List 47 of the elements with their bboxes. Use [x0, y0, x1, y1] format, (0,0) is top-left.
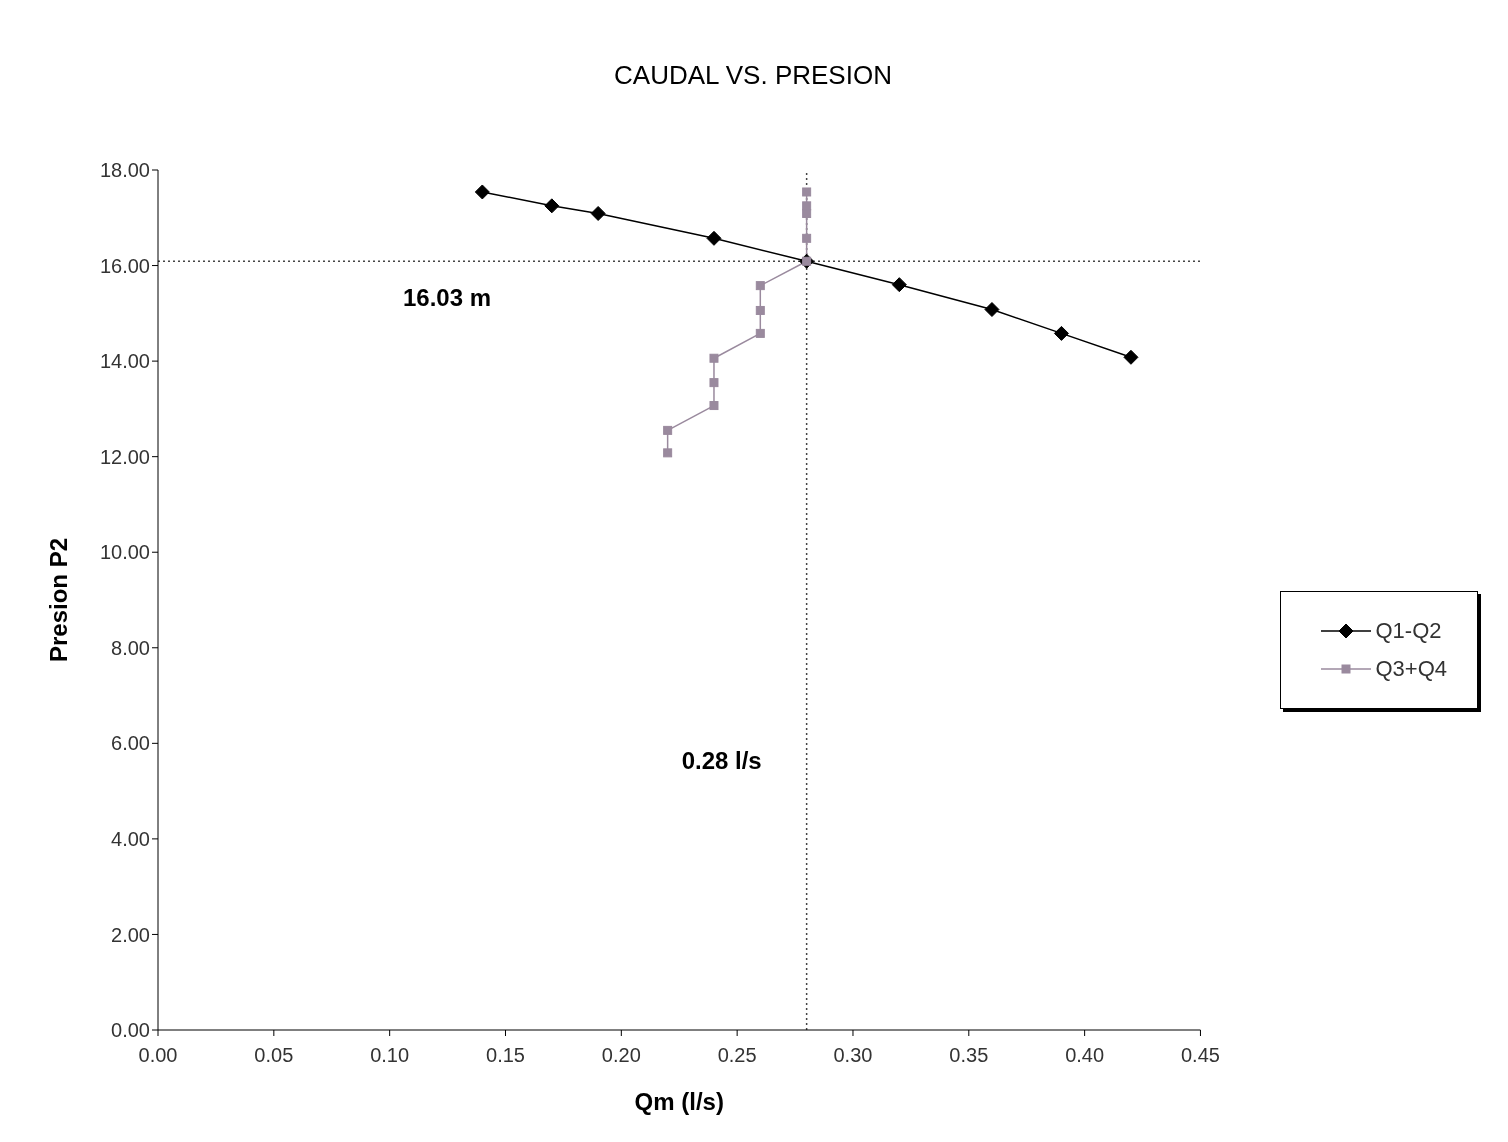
point	[709, 378, 719, 388]
point	[755, 328, 765, 338]
point	[544, 198, 560, 214]
y-axis-title: Presion P2	[44, 537, 72, 663]
x-tick-label: 0.35	[949, 1044, 989, 1067]
point	[709, 401, 719, 411]
x-tick-label: 0.10	[370, 1044, 410, 1067]
x-tick-label: 0.20	[601, 1044, 641, 1067]
point	[709, 353, 719, 363]
y-tick-label: 4.00	[111, 827, 150, 850]
y-tick-label: 14.00	[99, 350, 150, 373]
x-tick-label: 0.30	[833, 1044, 873, 1067]
x-tick-label: 0.45	[1180, 1044, 1220, 1067]
point	[663, 448, 673, 458]
y-tick-label: 0.00	[111, 1019, 150, 1042]
ref-line-label: 0.28 l/s	[681, 746, 762, 774]
point	[706, 230, 722, 246]
point	[802, 201, 812, 211]
point	[802, 233, 812, 243]
legend-label: Q3+Q4	[1375, 656, 1447, 682]
x-tick-label: 0.00	[138, 1044, 178, 1067]
point	[590, 205, 606, 221]
y-tick-label: 6.00	[111, 732, 150, 755]
point	[1053, 325, 1069, 341]
y-tick-label: 18.00	[99, 159, 150, 182]
x-tick-label: 0.25	[717, 1044, 757, 1067]
point	[755, 281, 765, 291]
x-axis-title: Qm (l/s)	[634, 1088, 724, 1115]
x-tick-label: 0.15	[486, 1044, 525, 1067]
y-tick-label: 8.00	[111, 636, 150, 659]
ref-line-label: 16.03 m	[403, 284, 492, 312]
point	[802, 208, 812, 218]
chart-title: CAUDAL VS. PRESION	[613, 59, 893, 92]
point	[474, 184, 490, 200]
x-tick-label: 0.40	[1065, 1044, 1105, 1067]
y-tick-label: 10.00	[99, 541, 150, 564]
point	[1123, 349, 1139, 365]
point	[802, 187, 812, 197]
point	[891, 277, 907, 293]
x-tick-label: 0.05	[254, 1044, 294, 1067]
point	[755, 305, 765, 315]
y-tick-label: 2.00	[111, 923, 150, 946]
y-tick-label: 16.00	[99, 254, 150, 277]
legend-label: Q1-Q2	[1375, 618, 1442, 644]
point	[663, 425, 673, 435]
y-tick-label: 12.00	[99, 445, 150, 468]
point	[984, 302, 1000, 318]
